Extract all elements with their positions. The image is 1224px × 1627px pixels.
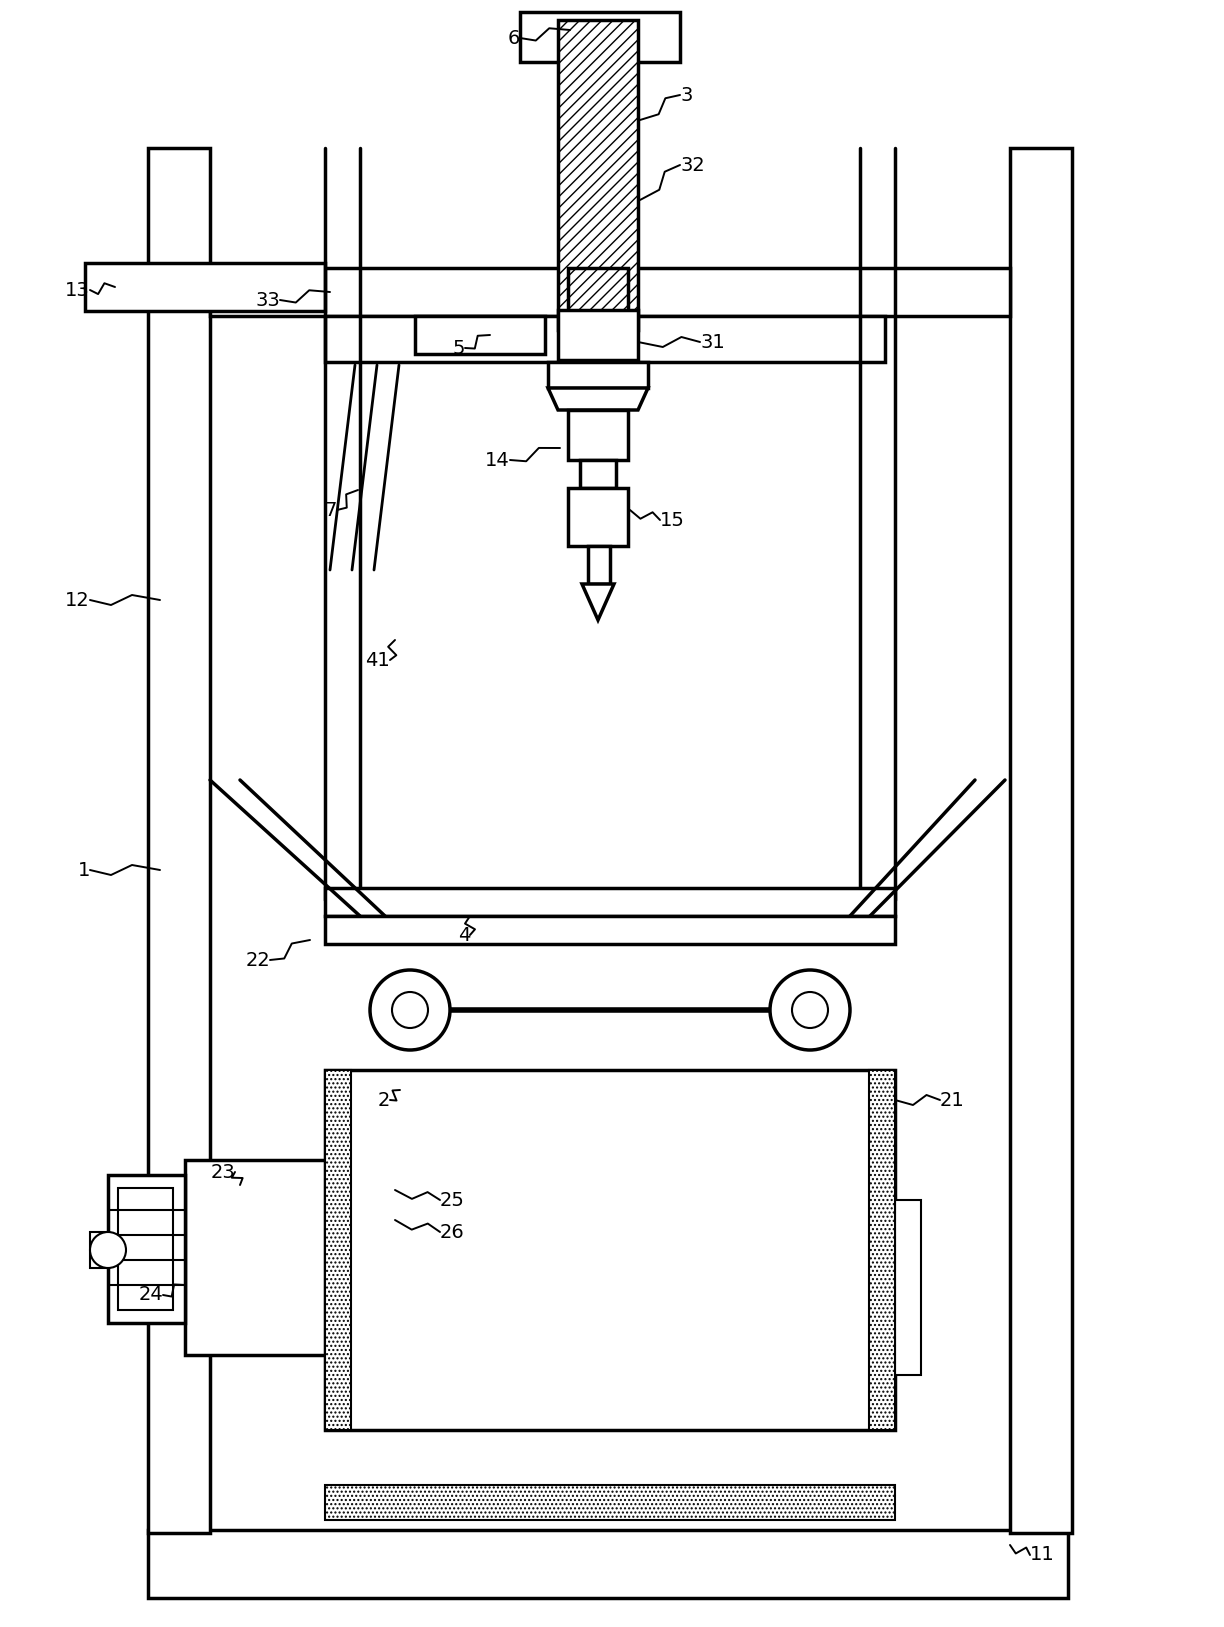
Polygon shape [581, 584, 614, 620]
Text: 24: 24 [138, 1285, 163, 1305]
Bar [326, 316, 885, 361]
Text: 3: 3 [681, 86, 693, 104]
Bar [326, 1485, 895, 1520]
Bar [415, 988, 435, 1032]
Bar [548, 361, 647, 387]
Bar [326, 888, 895, 916]
Text: 14: 14 [485, 451, 510, 470]
Circle shape [91, 1232, 126, 1267]
Bar [568, 410, 628, 460]
Text: 15: 15 [660, 511, 685, 529]
Bar [91, 1232, 108, 1267]
Circle shape [770, 970, 849, 1049]
Bar [815, 988, 835, 1032]
Bar [558, 20, 638, 330]
Bar [785, 988, 805, 1032]
Bar [84, 264, 326, 311]
Bar [558, 311, 638, 360]
Text: 32: 32 [681, 156, 705, 174]
Text: 25: 25 [439, 1191, 465, 1209]
Text: 12: 12 [65, 591, 91, 610]
Bar [148, 148, 211, 1533]
Bar [520, 11, 681, 62]
Bar [326, 1071, 351, 1430]
Bar [895, 1201, 920, 1375]
Bar [326, 916, 895, 944]
Bar [1010, 148, 1072, 1533]
Text: 5: 5 [453, 338, 465, 358]
Polygon shape [548, 387, 647, 410]
Circle shape [792, 992, 827, 1028]
Bar [568, 488, 628, 547]
Text: 41: 41 [365, 651, 390, 669]
Bar [415, 316, 545, 355]
Bar [108, 1175, 185, 1323]
Text: 23: 23 [211, 1163, 235, 1181]
Bar [580, 460, 616, 488]
Bar [588, 547, 610, 584]
Text: 4: 4 [458, 926, 470, 945]
Bar [118, 1188, 173, 1310]
Bar [395, 994, 427, 1027]
Bar [148, 1529, 1069, 1598]
Text: 31: 31 [700, 332, 725, 351]
Text: 22: 22 [245, 950, 271, 970]
Circle shape [392, 992, 428, 1028]
Text: 1: 1 [77, 861, 91, 880]
Text: 7: 7 [324, 501, 337, 519]
Bar [185, 1160, 326, 1355]
Text: 13: 13 [65, 280, 91, 299]
Text: 2: 2 [378, 1090, 390, 1110]
Bar [869, 1071, 895, 1430]
Bar [326, 1071, 895, 1430]
Circle shape [370, 970, 450, 1049]
Bar [796, 994, 827, 1027]
Text: 6: 6 [508, 29, 520, 47]
Bar [568, 268, 628, 316]
Bar [211, 268, 1010, 316]
Bar [386, 988, 405, 1032]
Text: 33: 33 [256, 291, 280, 309]
Text: 26: 26 [439, 1222, 465, 1241]
Text: 21: 21 [940, 1090, 965, 1110]
Text: 11: 11 [1031, 1546, 1055, 1565]
